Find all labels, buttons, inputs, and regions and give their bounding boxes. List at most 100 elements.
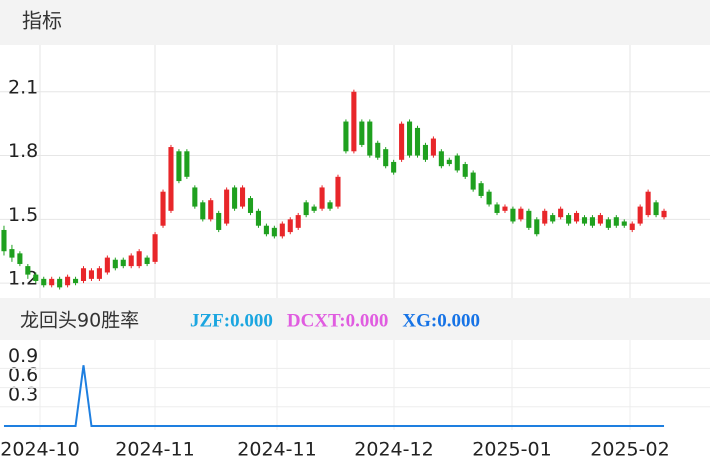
candle-body: [319, 187, 325, 209]
candle-body: [152, 234, 158, 262]
x-tick-label: 2025-02: [590, 439, 669, 461]
candle-body: [494, 204, 500, 213]
y-tick-label: 1.5: [8, 204, 38, 226]
candle-body: [534, 219, 540, 235]
candle-body: [33, 274, 39, 281]
candle-body: [645, 191, 651, 216]
candle-body: [9, 249, 15, 258]
candle-body: [192, 187, 198, 207]
candle-body: [184, 151, 190, 177]
candle-body: [88, 270, 94, 279]
candle-body: [605, 219, 611, 228]
candle-body: [295, 215, 301, 228]
candle-body: [637, 206, 643, 224]
legend-entry: JZF:0.000: [190, 310, 273, 331]
candle-body: [574, 212, 580, 222]
candle-body: [470, 172, 476, 190]
candle-body: [200, 202, 206, 220]
candle-body: [263, 225, 269, 235]
candle-body: [613, 217, 619, 226]
candle-body: [247, 198, 254, 213]
y-tick-label: 0.6: [8, 364, 38, 386]
candle-body: [335, 176, 341, 207]
y-tick-label: 2.1: [8, 76, 38, 98]
indicator-title: 龙回头90胜率: [20, 310, 139, 332]
candle-body: [80, 268, 87, 281]
candle-body: [57, 278, 63, 288]
candle-body: [41, 278, 47, 286]
candle-body: [359, 121, 365, 145]
candle-body: [49, 278, 55, 286]
header-title: 指标: [22, 9, 62, 33]
candle-body: [383, 149, 389, 167]
candle-body: [168, 147, 174, 211]
candle-body: [462, 164, 468, 177]
candle-body: [502, 206, 508, 211]
candle-body: [240, 187, 246, 207]
candle-body: [120, 259, 126, 267]
candle-body: [1, 229, 7, 252]
x-tick-label: 2024-11: [115, 439, 194, 461]
header-bar: [0, 0, 710, 45]
candle-body: [399, 123, 405, 160]
candle-body: [430, 138, 436, 156]
indicator-bar: [0, 298, 710, 340]
candle-body: [518, 208, 524, 220]
candle-body: [128, 255, 134, 267]
candle-body: [160, 191, 166, 226]
candle-body: [558, 208, 564, 218]
candle-body: [303, 202, 309, 216]
candle-body: [311, 206, 317, 211]
candle-body: [510, 208, 516, 222]
candle-body: [232, 187, 238, 209]
candle-body: [597, 215, 603, 224]
candle-body: [581, 217, 588, 224]
candle-body: [17, 253, 23, 264]
candle-body: [104, 257, 110, 273]
legend-entry: XG:0.000: [402, 310, 480, 331]
y-tick-label: 1.2: [8, 268, 38, 290]
candle-body: [589, 217, 595, 226]
legend-entry: DCXT:0.000: [287, 310, 389, 331]
candle-body: [478, 183, 484, 196]
y-tick-label: 0.9: [8, 345, 38, 367]
candle-body: [653, 202, 659, 216]
candle-body: [566, 215, 572, 224]
series-line: [3, 365, 665, 427]
candle-body: [526, 210, 532, 228]
candle-body: [224, 189, 230, 224]
candle-body: [112, 259, 118, 269]
candle-body: [96, 268, 102, 279]
x-tick-label: 2024-10: [0, 439, 79, 461]
candle-body: [375, 142, 381, 158]
candle-body: [391, 161, 397, 173]
candle-body: [73, 278, 79, 284]
x-tick-label: 2024-11: [237, 439, 316, 461]
candle-body: [414, 127, 421, 156]
candle-body: [661, 210, 667, 218]
candle-body: [422, 144, 428, 160]
candle-body: [208, 200, 214, 220]
candle-body: [486, 191, 492, 205]
candle-body: [351, 91, 357, 152]
candle-body: [25, 266, 31, 275]
candle-body: [327, 202, 333, 209]
candle-body: [550, 215, 556, 222]
y-tick-label: 0.3: [8, 383, 38, 405]
candle-body: [176, 151, 182, 182]
candle-body: [216, 212, 222, 230]
candle-body: [407, 121, 413, 156]
candle-body: [446, 159, 452, 165]
candle-body: [279, 223, 285, 237]
x-tick-label: 2024-12: [354, 439, 433, 461]
x-tick-label: 2025-01: [472, 439, 551, 461]
candle-body: [621, 221, 627, 226]
candle-body: [629, 223, 635, 230]
candle-body: [454, 155, 460, 171]
candle-body: [144, 257, 150, 264]
candle-body: [136, 251, 142, 267]
candle-body: [65, 276, 71, 286]
candle-body: [255, 210, 261, 226]
candle-body: [343, 121, 349, 152]
